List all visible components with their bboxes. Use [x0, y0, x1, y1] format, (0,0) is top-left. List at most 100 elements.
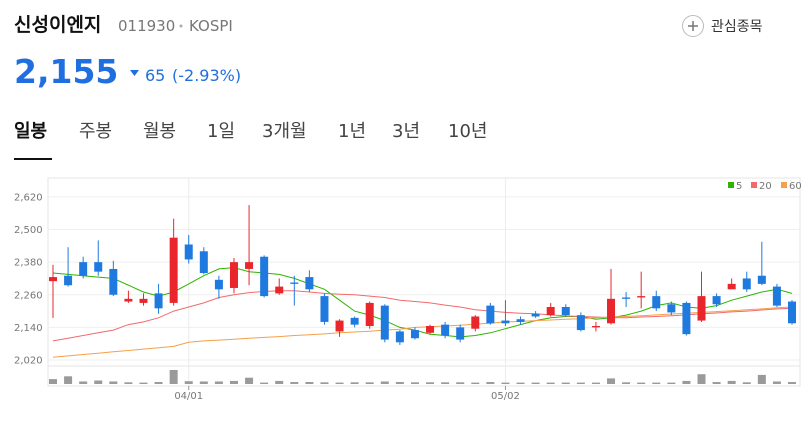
tab[interactable]: 3년 — [392, 121, 420, 142]
volume-bar — [576, 382, 585, 384]
stock-code: 011930 — [118, 17, 175, 35]
change-percent: (-2.93%) — [172, 66, 241, 85]
volume-bar — [622, 382, 631, 384]
tab[interactable]: 일봉 — [14, 121, 47, 142]
tab[interactable]: 10년 — [448, 121, 487, 142]
tab[interactable]: 3개월 — [262, 121, 307, 142]
candle-body — [275, 286, 284, 294]
legend-swatch — [781, 182, 787, 188]
volume-bar — [109, 381, 118, 384]
volume-bar — [742, 382, 751, 384]
volume-bar — [471, 382, 480, 384]
volume-bar — [139, 382, 148, 384]
candle-body — [290, 282, 299, 284]
legend-label: 60 — [789, 181, 802, 192]
volume-bar — [395, 382, 404, 384]
volume-bar — [154, 382, 163, 384]
ma-line — [52, 290, 793, 342]
candle-body — [501, 320, 510, 324]
candle-body — [169, 237, 178, 303]
x-tick-label: 05/02 — [491, 391, 520, 402]
candle-body — [772, 286, 781, 306]
volume-bar — [335, 382, 344, 384]
volume-bar — [546, 382, 555, 384]
candle-body — [682, 302, 691, 335]
candle-body — [546, 306, 555, 316]
tab[interactable]: 월봉 — [143, 121, 176, 142]
watch-button[interactable]: 관심종목 — [682, 15, 763, 37]
watch-label[interactable]: 관심종목 — [711, 19, 763, 35]
candle-body — [184, 244, 193, 260]
volume-bar — [682, 380, 691, 384]
candle-body — [471, 316, 480, 329]
volume-bar — [697, 374, 706, 384]
y-tick-label: 2,020 — [14, 355, 43, 366]
volume-bar — [79, 381, 88, 384]
legend-label: 5 — [736, 181, 742, 192]
price: 2,155 — [14, 52, 118, 91]
candle-body — [727, 283, 736, 290]
candle-body — [591, 325, 600, 328]
candle-body — [260, 256, 269, 297]
volume-bar — [64, 376, 73, 384]
volume-bar — [516, 382, 525, 384]
y-tick-label: 2,500 — [14, 225, 43, 236]
candle-body — [365, 302, 374, 326]
volume-bar — [275, 380, 284, 384]
down-arrow — [130, 70, 139, 76]
candle-body — [350, 317, 359, 325]
volume-bar — [772, 381, 781, 384]
volume-bar — [49, 379, 57, 384]
candle-body — [320, 296, 329, 322]
volume-bar — [245, 377, 254, 384]
candle-body — [697, 296, 706, 321]
candle-body — [49, 277, 57, 282]
tab[interactable]: 주봉 — [79, 121, 112, 142]
plot-frame — [47, 177, 801, 387]
volume-bar — [712, 382, 721, 384]
tab[interactable]: 1년 — [338, 121, 366, 142]
volume-bar — [350, 382, 359, 384]
volume-bar — [441, 382, 450, 384]
volume-bar — [531, 382, 540, 384]
candle-body — [154, 293, 163, 309]
volume-bar — [607, 378, 616, 384]
legend-swatch — [751, 182, 757, 188]
candle-body — [757, 275, 766, 284]
candle-body — [531, 313, 540, 317]
candle-body — [652, 296, 661, 309]
plus-icon — [688, 21, 698, 31]
volume-bar — [757, 374, 766, 384]
candle-body — [426, 325, 435, 333]
candle-body — [380, 305, 389, 340]
volume-bar — [486, 382, 495, 384]
tab[interactable]: 1일 — [207, 121, 235, 142]
legend-label: 20 — [759, 181, 772, 192]
volume-bar — [501, 382, 510, 384]
volume-bar — [320, 382, 329, 384]
volume-bar — [591, 382, 600, 384]
candle-body — [410, 330, 419, 339]
tab-underline — [14, 158, 52, 160]
candle-body — [486, 305, 495, 324]
volume-bar — [788, 382, 796, 384]
candle-body — [742, 278, 751, 290]
candle-body — [335, 320, 344, 332]
chart: 2,020 2,140 2,260 2,380 2,500 2,620 04/01 05/02… — [14, 177, 802, 402]
candle-body — [516, 319, 525, 322]
volume-bar — [229, 380, 238, 384]
volume-bar — [426, 382, 435, 384]
volume-bar — [169, 370, 178, 384]
candle-body — [441, 324, 450, 336]
volume-bar — [214, 381, 223, 384]
candle-body — [667, 304, 676, 313]
candle-body — [637, 296, 646, 298]
volume-bar — [667, 382, 676, 384]
tab-bar: 일봉 주봉 월봉 1일 3개월 1년 3년 10년 — [14, 121, 487, 142]
volume-bar — [410, 382, 419, 384]
plus-icon — [682, 15, 704, 37]
candle-body — [561, 306, 570, 316]
volume-bar — [260, 382, 269, 384]
